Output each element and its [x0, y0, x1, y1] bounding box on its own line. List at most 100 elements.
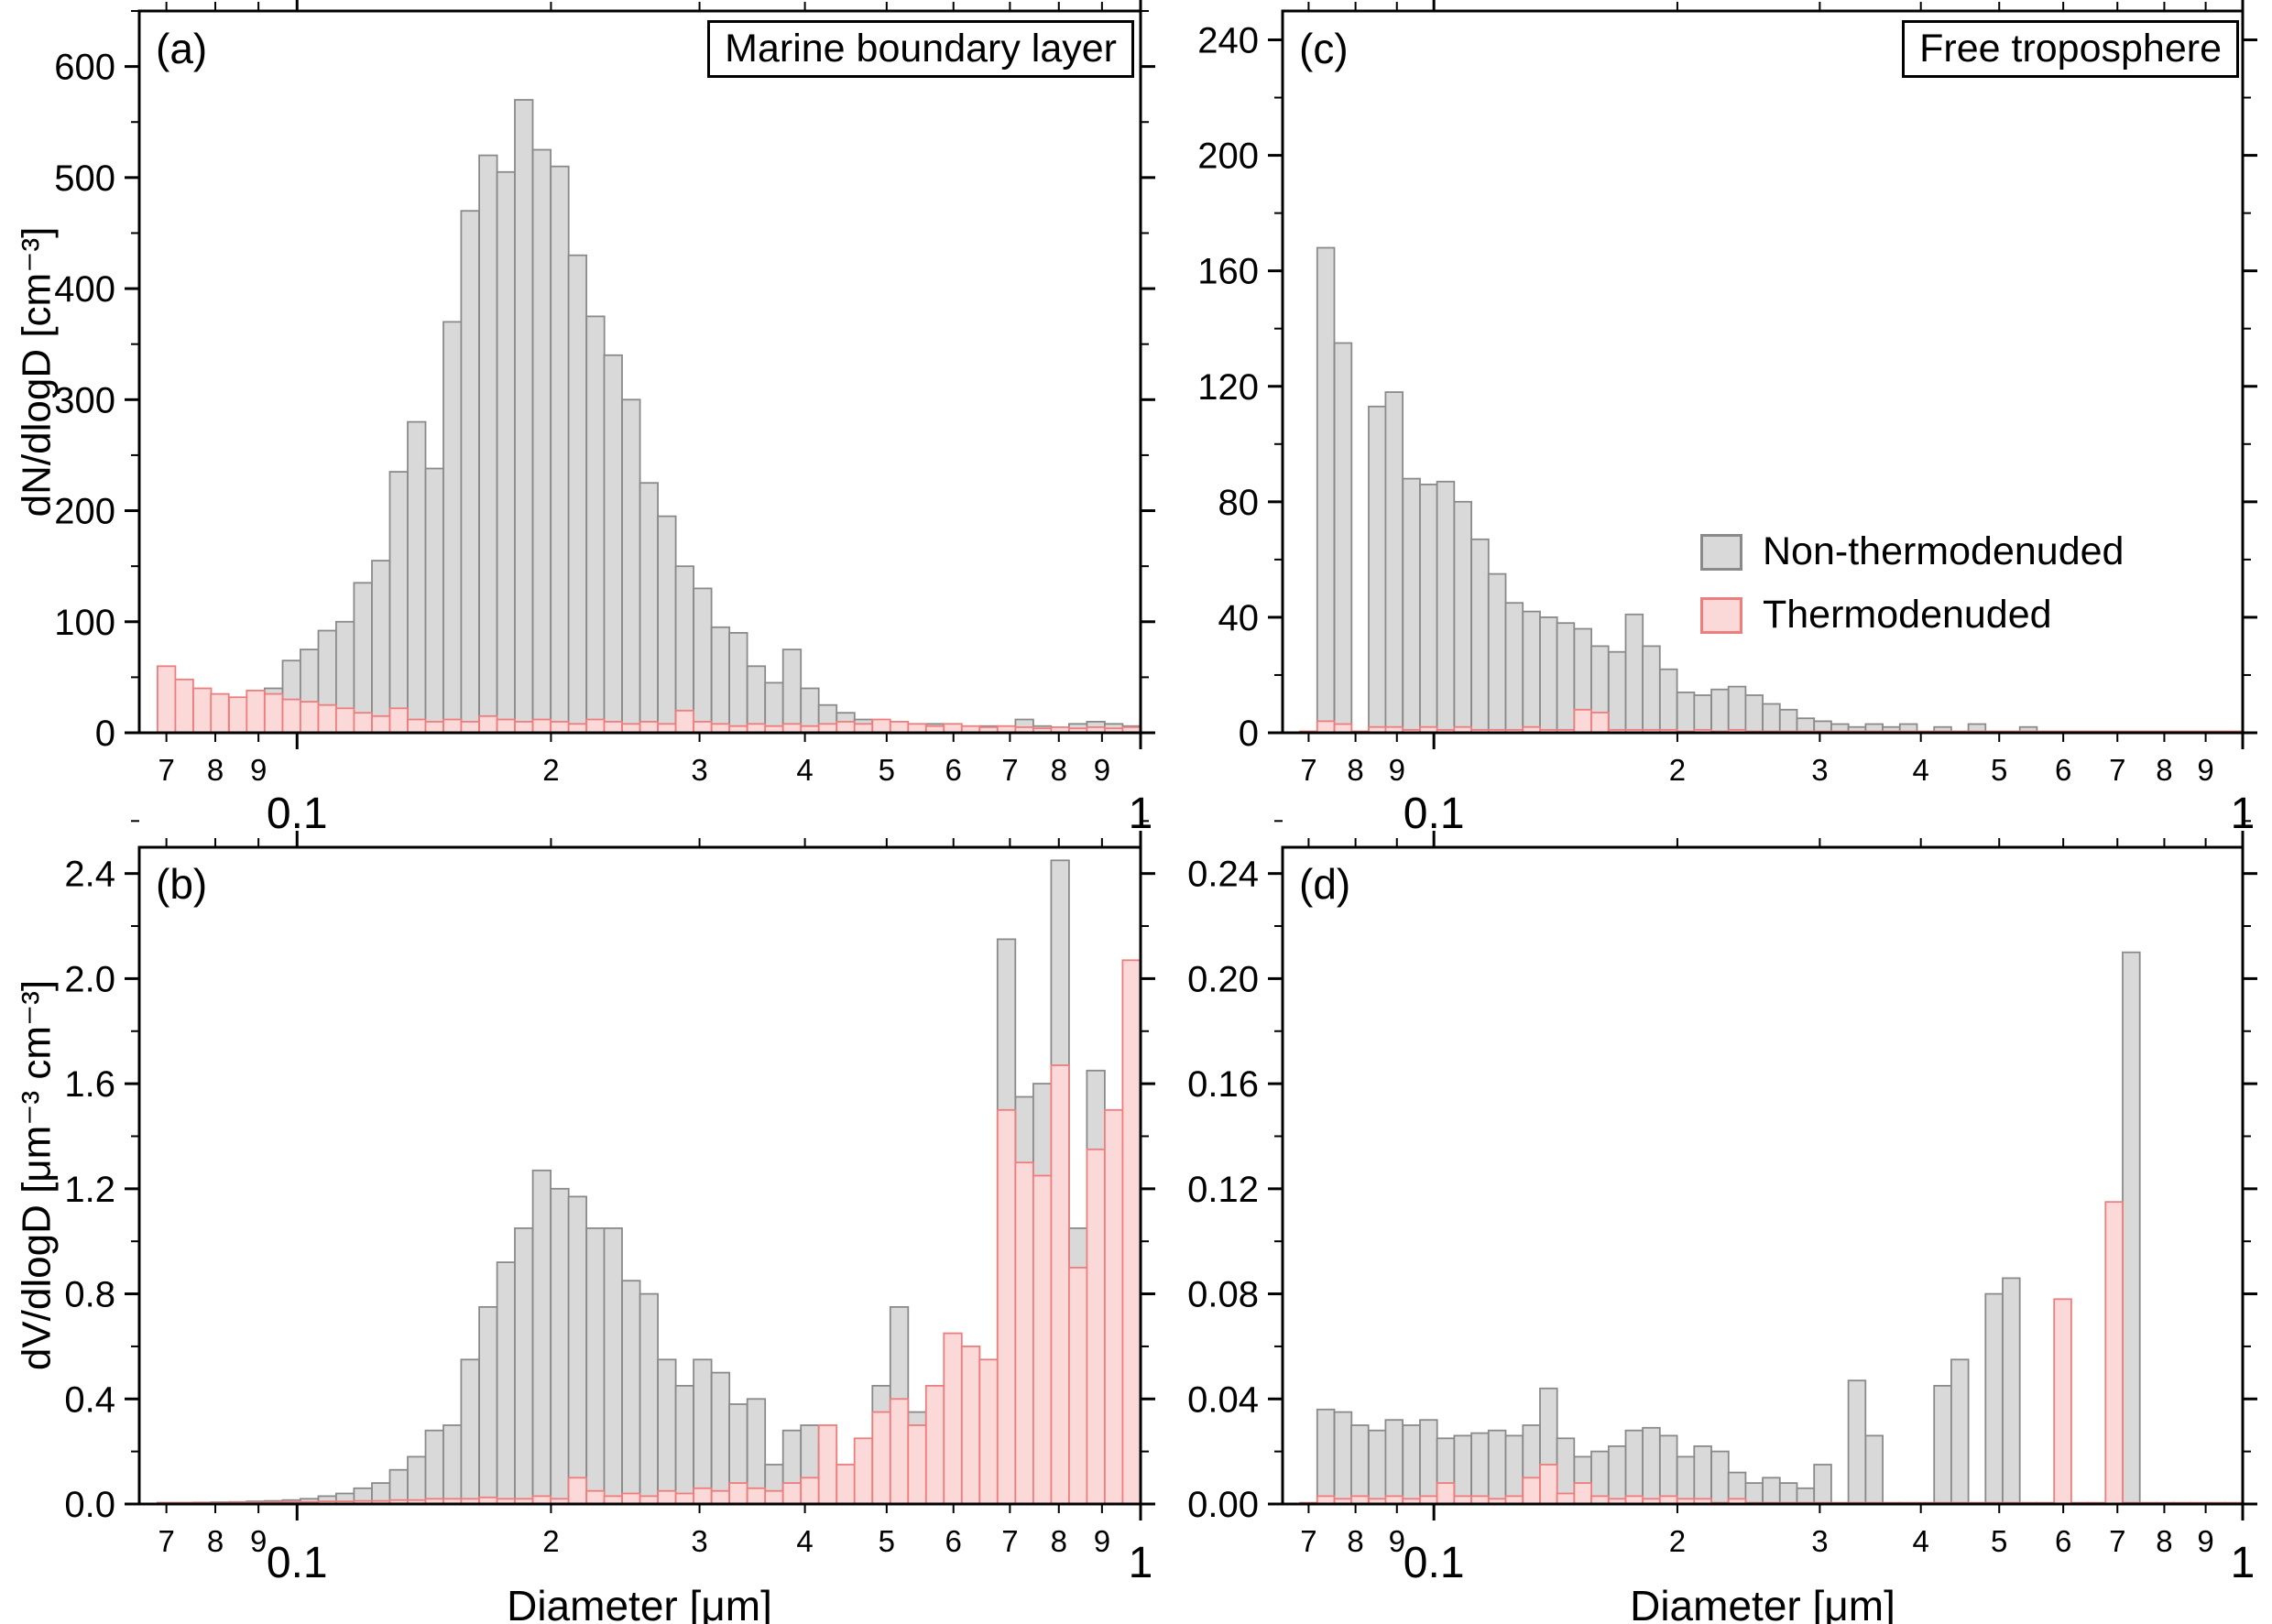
svg-text:6: 6	[2055, 753, 2071, 787]
svg-text:3: 3	[691, 1524, 707, 1558]
x-axis-label-left: Diameter [μm]	[507, 1582, 772, 1624]
svg-text:0.1: 0.1	[267, 790, 328, 838]
svg-text:4: 4	[1913, 753, 1929, 787]
svg-text:3: 3	[691, 753, 707, 787]
svg-text:2.4: 2.4	[64, 855, 115, 895]
x-axis-label-right: Diameter [μm]	[1630, 1582, 1895, 1624]
panel-label-a: (a)	[156, 25, 208, 72]
svg-text:0.16: 0.16	[1187, 1064, 1259, 1105]
svg-text:8: 8	[207, 1524, 224, 1558]
svg-text:1: 1	[2231, 1539, 2256, 1587]
svg-text:9: 9	[1094, 753, 1110, 787]
svg-text:0.00: 0.00	[1187, 1485, 1259, 1525]
svg-text:9: 9	[2197, 753, 2213, 787]
svg-text:9: 9	[1389, 1524, 1405, 1558]
svg-text:7: 7	[2109, 753, 2125, 787]
svg-text:1.6: 1.6	[64, 1064, 115, 1105]
svg-text:200: 200	[1197, 136, 1259, 177]
svg-text:0.4: 0.4	[64, 1379, 115, 1420]
svg-text:8: 8	[1347, 753, 1363, 787]
svg-text:2: 2	[542, 753, 559, 787]
svg-text:9: 9	[250, 1524, 267, 1558]
svg-text:4: 4	[796, 1524, 813, 1558]
svg-text:0.20: 0.20	[1187, 959, 1259, 999]
svg-text:0: 0	[95, 714, 115, 754]
legend-label-thermodenuded: Thermodenuded	[1763, 593, 2052, 637]
svg-text:0.08: 0.08	[1187, 1275, 1259, 1315]
svg-text:8: 8	[207, 753, 224, 787]
panel-d-bars-non-thermodenuded	[1316, 951, 2141, 1505]
panel-a-bars-thermodenuded	[156, 665, 1141, 734]
svg-text:7: 7	[158, 1524, 174, 1558]
svg-text:7: 7	[158, 753, 174, 787]
svg-text:7: 7	[1001, 1524, 1018, 1558]
legend-item-non-thermodenuded: Non-thermodenuded	[1700, 529, 2124, 574]
panel-d-bars-thermodenuded	[1299, 1201, 2244, 1505]
svg-text:0.8: 0.8	[64, 1275, 115, 1315]
svg-text:8: 8	[2156, 1524, 2172, 1558]
panel-a-bars-non-thermodenuded	[156, 99, 1141, 734]
svg-text:9: 9	[1094, 1524, 1110, 1558]
svg-text:9: 9	[250, 753, 267, 787]
panel-b-bars-thermodenuded	[156, 959, 1141, 1505]
svg-text:7: 7	[1001, 753, 1018, 787]
svg-text:3: 3	[1811, 753, 1828, 787]
legend: Non-thermodenuded Thermodenuded	[1700, 529, 2124, 638]
svg-text:6: 6	[945, 753, 962, 787]
svg-text:80: 80	[1218, 483, 1260, 523]
svg-text:7: 7	[1300, 1524, 1316, 1558]
svg-text:5: 5	[879, 753, 895, 787]
panel-c-bars-non-thermodenuded	[1316, 246, 2038, 734]
svg-text:0.1: 0.1	[267, 1539, 328, 1587]
svg-text:160: 160	[1197, 252, 1259, 292]
svg-text:0.1: 0.1	[1404, 1539, 1465, 1587]
svg-text:1: 1	[2231, 790, 2256, 838]
svg-text:600: 600	[54, 48, 115, 88]
svg-text:5: 5	[1991, 1524, 2007, 1558]
svg-text:0.1: 0.1	[1404, 790, 1465, 838]
svg-text:3: 3	[1811, 1524, 1828, 1558]
svg-text:2: 2	[1669, 753, 1686, 787]
panel-b: 0.00.40.81.21.62.02.47 8 9 2 3 4 5 6 7 8 90.1 1	[64, 820, 1155, 1587]
panel-d: 0.000.040.080.120.160.200.247 8 9 2 3 4 5 6 7 8 90…	[1187, 820, 2257, 1587]
legend-swatch-non-thermodenuded-icon	[1700, 533, 1742, 571]
svg-text:5: 5	[1991, 753, 2007, 787]
svg-text:300: 300	[54, 380, 115, 420]
legend-label-non-thermodenuded: Non-thermodenuded	[1763, 529, 2125, 573]
svg-text:8: 8	[1051, 1524, 1067, 1558]
svg-text:7: 7	[2109, 1524, 2125, 1558]
svg-text:0.12: 0.12	[1187, 1170, 1259, 1210]
svg-text:8: 8	[1051, 753, 1067, 787]
svg-text:0.24: 0.24	[1187, 855, 1259, 895]
panel-label-c: (c)	[1299, 25, 1349, 72]
y-axis-label-number-concentration: dN/dlogD [cm⁻³]	[14, 226, 60, 518]
svg-text:8: 8	[2156, 753, 2172, 787]
svg-text:0: 0	[1239, 714, 1259, 754]
panel-label-b: (b)	[156, 860, 208, 908]
svg-text:4: 4	[796, 753, 813, 787]
svg-text:2: 2	[542, 1524, 559, 1558]
svg-text:40: 40	[1218, 598, 1260, 638]
svg-text:2: 2	[1669, 1524, 1686, 1558]
legend-swatch-thermodenuded-icon	[1700, 596, 1742, 634]
svg-text:9: 9	[2197, 1524, 2213, 1558]
svg-text:9: 9	[1389, 753, 1405, 787]
svg-text:6: 6	[2055, 1524, 2071, 1558]
svg-text:7: 7	[1300, 753, 1316, 787]
svg-text:1: 1	[1129, 790, 1153, 838]
svg-text:500: 500	[54, 158, 115, 199]
svg-text:120: 120	[1197, 367, 1259, 408]
svg-text:5: 5	[879, 1524, 895, 1558]
svg-text:1.2: 1.2	[64, 1170, 115, 1210]
svg-text:400: 400	[54, 269, 115, 310]
panel-label-d: (d)	[1299, 860, 1351, 908]
svg-text:2.0: 2.0	[64, 959, 115, 999]
svg-text:100: 100	[54, 603, 115, 643]
panel-title-marine-boundary-layer: Marine boundary layer	[707, 20, 1134, 78]
svg-text:200: 200	[54, 492, 115, 532]
svg-text:1: 1	[1129, 1539, 1153, 1587]
svg-text:0.0: 0.0	[64, 1485, 115, 1525]
